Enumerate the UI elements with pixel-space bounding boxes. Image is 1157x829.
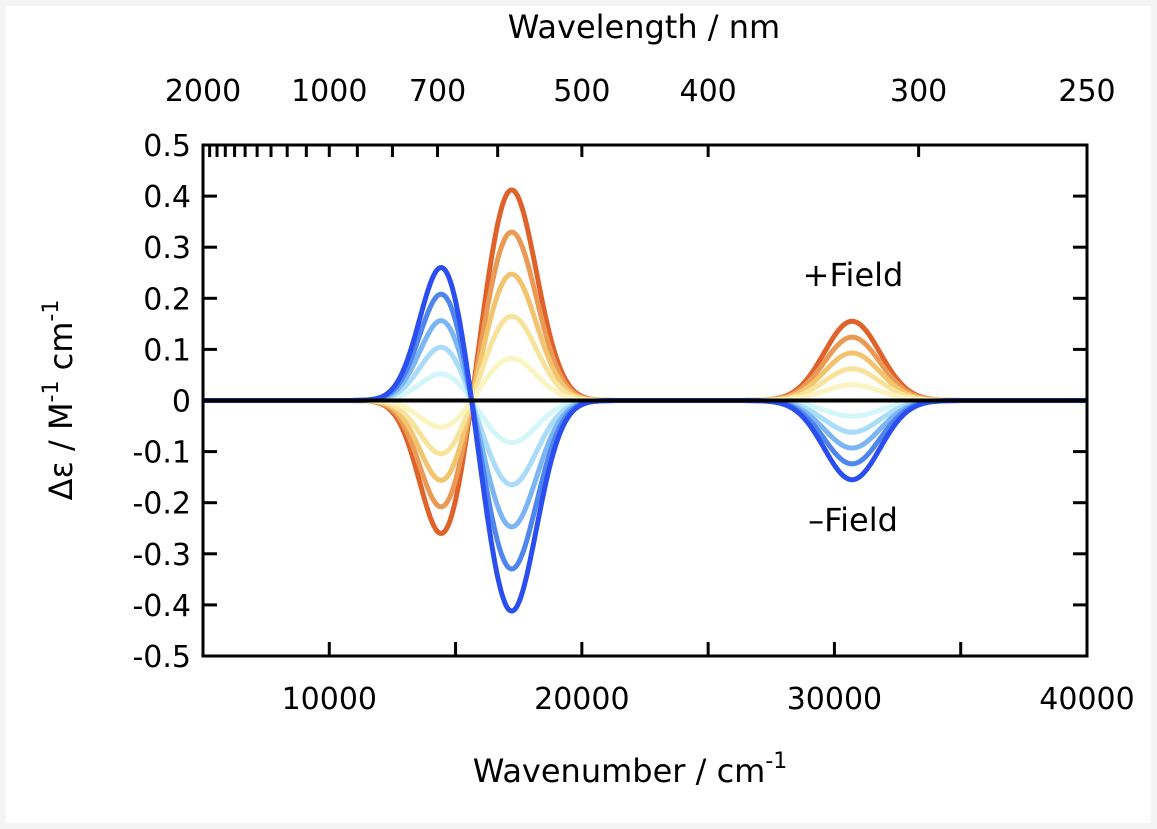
x2-axis-title: Wavelength / nm bbox=[508, 8, 780, 46]
x2-tick-label: 500 bbox=[553, 74, 610, 109]
x2-tick-label: 300 bbox=[890, 74, 947, 109]
y-tick-label: 0.4 bbox=[143, 180, 191, 215]
y-tick-label: 0.1 bbox=[143, 333, 191, 368]
y-tick-label: 0.5 bbox=[143, 129, 191, 164]
x2-tick-label: 250 bbox=[1058, 74, 1115, 109]
y-tick-label: -0.3 bbox=[132, 538, 191, 573]
ticks-group: 0.5 0.4 0.3 0.2 0.1 0 -0.1 -0.2 -0.3 -0.4 -0.5 1000… bbox=[132, 74, 1134, 717]
y-tick-label: -0.5 bbox=[132, 640, 191, 675]
y-axis-title: Δε / M-1 cm-1 bbox=[39, 300, 80, 501]
x-tick-label: 30000 bbox=[787, 682, 882, 717]
annotation-minus-field: –Field bbox=[808, 501, 898, 539]
x-axis-title: Wavenumber / cm-1 bbox=[473, 749, 788, 790]
x-tick-label: 10000 bbox=[282, 682, 377, 717]
chart-background bbox=[6, 6, 1151, 823]
y-tick-label: -0.2 bbox=[132, 487, 191, 522]
y-tick-label: -0.1 bbox=[132, 436, 191, 471]
x-tick-label: 40000 bbox=[1039, 682, 1134, 717]
x2-tick-label: 1000 bbox=[291, 74, 367, 109]
x2-tick-label: 700 bbox=[409, 74, 466, 109]
y-tick-label: 0.2 bbox=[143, 282, 191, 317]
x-tick-label: 20000 bbox=[534, 682, 629, 717]
y-tick-label: 0.3 bbox=[143, 231, 191, 266]
y-tick-label: 0 bbox=[172, 385, 191, 420]
y-tick-label: -0.4 bbox=[132, 589, 191, 624]
x2-tick-label: 2000 bbox=[165, 74, 241, 109]
annotation-plus-field: +Field bbox=[803, 256, 904, 294]
x2-tick-label: 400 bbox=[680, 74, 737, 109]
